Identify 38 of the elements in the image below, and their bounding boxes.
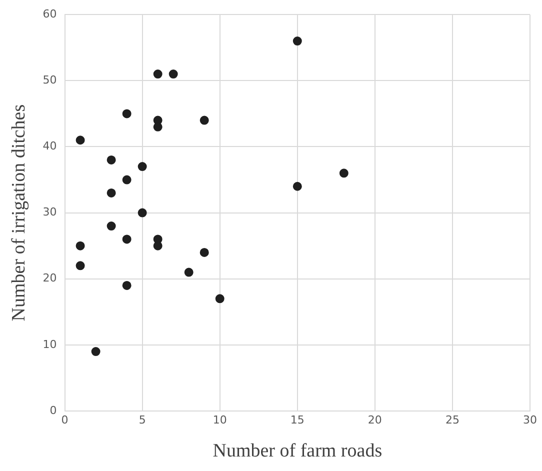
y-tick-label: 20 xyxy=(42,272,57,285)
point xyxy=(138,162,147,172)
point xyxy=(215,294,224,304)
x-tick-label: 0 xyxy=(61,413,68,426)
x-tick-label: 15 xyxy=(290,413,304,426)
point xyxy=(76,136,85,145)
y-tick-label: 50 xyxy=(42,74,57,87)
point xyxy=(76,241,85,250)
point xyxy=(168,70,178,79)
point xyxy=(153,70,162,79)
point xyxy=(292,182,302,191)
point xyxy=(106,155,116,164)
point xyxy=(122,109,132,118)
y-tick-label: 40 xyxy=(42,140,57,153)
point xyxy=(106,222,116,231)
y-tick-label: 60 xyxy=(42,7,57,20)
point xyxy=(91,347,100,356)
point xyxy=(138,208,147,218)
y-tick-label: 10 xyxy=(42,338,57,351)
y-axis-title: Number of irrigation ditches xyxy=(8,104,30,322)
x-tick-label: 25 xyxy=(445,413,460,426)
point xyxy=(106,188,116,198)
x-tick-label: 5 xyxy=(138,413,146,426)
point xyxy=(339,168,348,178)
point xyxy=(122,175,132,184)
point xyxy=(122,280,132,290)
y-tick-label: 30 xyxy=(42,206,57,219)
x-axis-title: Number of farm roads xyxy=(212,440,382,462)
point xyxy=(200,248,209,257)
x-tick-label: 30 xyxy=(523,413,537,426)
x-tick-label: 20 xyxy=(368,413,382,426)
x-tick-label: 10 xyxy=(212,413,227,426)
y-tick-label: 0 xyxy=(50,404,57,417)
point xyxy=(76,261,85,270)
point xyxy=(122,234,132,244)
point xyxy=(184,268,194,277)
point xyxy=(292,36,302,46)
point xyxy=(200,116,209,125)
